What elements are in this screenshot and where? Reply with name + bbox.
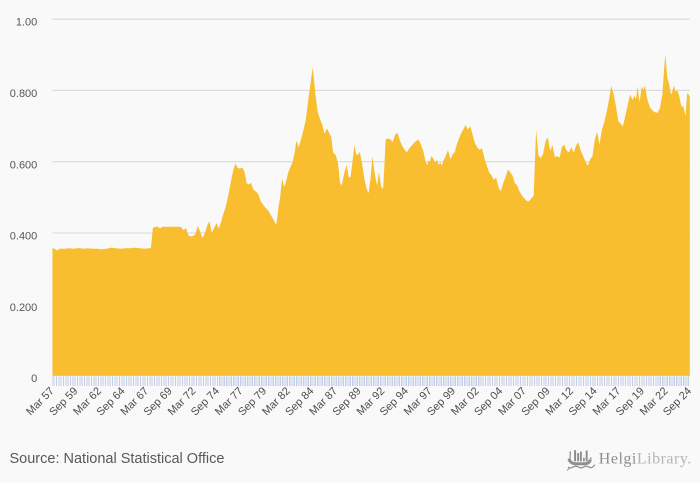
svg-text:0.400: 0.400 [10, 231, 38, 243]
svg-text:1.00: 1.00 [16, 17, 37, 29]
svg-text:Source: National Statistical O: Source: National Statistical Office [10, 451, 225, 467]
svg-text:0.600: 0.600 [10, 159, 38, 171]
svg-text:0: 0 [31, 373, 37, 385]
svg-text:HelgiLibrary.: HelgiLibrary. [599, 450, 692, 467]
svg-text:0.200: 0.200 [10, 302, 38, 314]
svg-text:0.800: 0.800 [10, 88, 38, 100]
